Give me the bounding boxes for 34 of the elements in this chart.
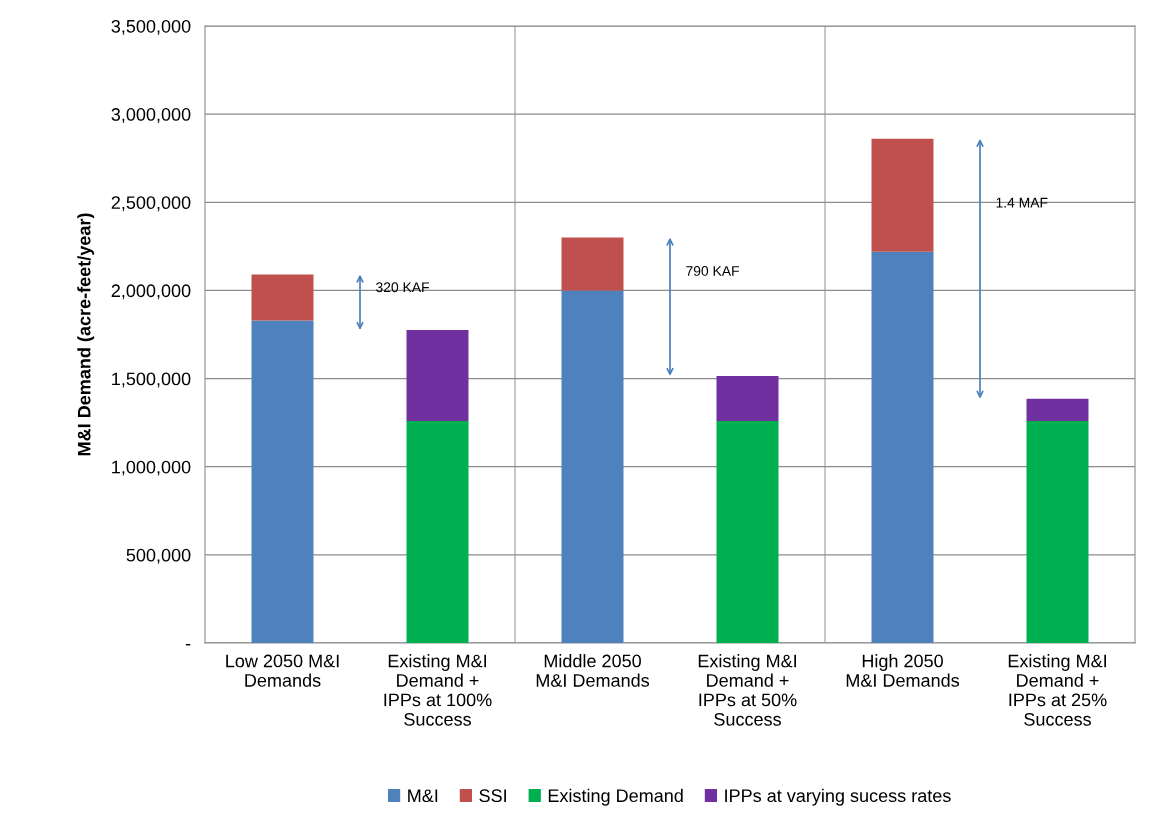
bar: [871, 251, 934, 643]
bar: [251, 274, 314, 321]
bar: [871, 138, 934, 252]
bar: [251, 320, 314, 643]
bar: [406, 330, 469, 421]
annotation: 790 KAF: [686, 266, 739, 276]
y-tick-label: 1,000,000: [112, 460, 191, 476]
annotation: 1.4 MAF: [996, 197, 1048, 208]
x-tick-label: Middle 2050 M&I Demands: [536, 654, 650, 687]
legend-label: M&I: [408, 789, 438, 803]
y-tick-label: 2,500,000: [111, 196, 191, 212]
bar: [561, 237, 624, 291]
legend-label: SSI: [479, 789, 506, 803]
bar: [406, 420, 469, 643]
bar: [561, 290, 624, 643]
bar: [1026, 420, 1089, 643]
bar: [716, 375, 779, 421]
x-tick-label: Existing M&I Demand + IPPs at 25% Success: [1008, 654, 1107, 726]
bar: [716, 420, 779, 643]
x-tick-label: Existing M&I Demand + IPPs at 50% Success: [698, 654, 797, 726]
y-tick-label: 3,500,000: [111, 19, 191, 35]
legend-label: Existing Demand: [548, 788, 683, 806]
y-tick-label: -: [185, 644, 191, 646]
x-tick-label: Existing M&I Demand + IPPs at 100% Success: [384, 654, 492, 726]
y-axis-title: M&I Demand (acre-feet/year): [77, 213, 95, 456]
y-tick-label: 3,000,000: [111, 108, 191, 123]
y-tick-label: 500,000: [126, 548, 191, 564]
x-tick-label: Low 2050 M&I Demands: [226, 654, 339, 687]
x-tick-label: High 2050 M&I Demands: [846, 654, 960, 687]
y-tick-label: 2,000,000: [111, 284, 191, 300]
bar: [1026, 398, 1089, 421]
annotation: 320 KAF: [376, 282, 429, 293]
y-tick-label: 1,500,000: [112, 372, 191, 388]
legend-label: IPPs at varying sucess rates: [725, 788, 951, 806]
